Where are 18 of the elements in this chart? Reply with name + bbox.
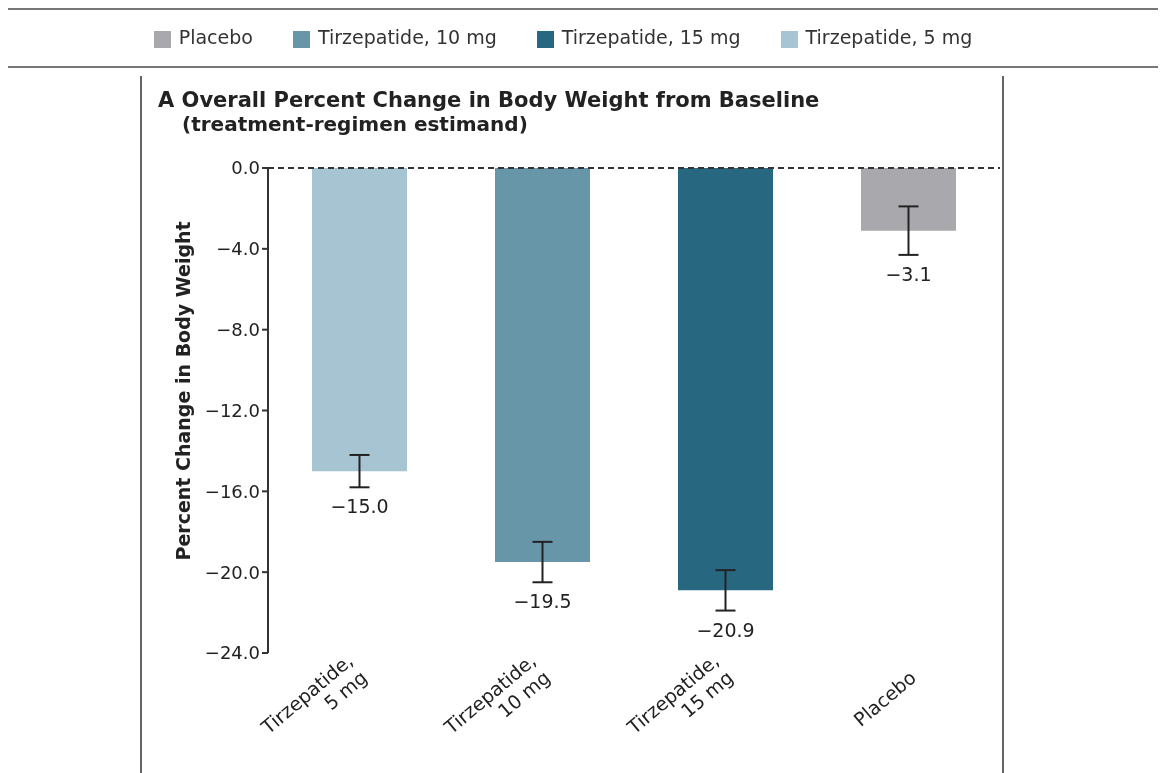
legend-label: Tirzepatide, 10 mg [317, 26, 497, 48]
chart-subtitle: (treatment-regimen estimand) [181, 112, 529, 136]
chart-title: A Overall Percent Change in Body Weight from Baseline [158, 88, 820, 112]
legend-label: Placebo [178, 26, 253, 48]
y-tick-label: −12.0 [204, 399, 260, 421]
data-label: −20.9 [696, 618, 755, 641]
y-tick-label: −24.0 [204, 642, 260, 664]
y-axis-title: Percent Change in Body Weight [171, 221, 194, 561]
y-tick-label: −8.0 [216, 319, 260, 341]
legend-label: Tirzepatide, 5 mg [805, 26, 973, 48]
y-tick-label: −4.0 [216, 238, 260, 260]
data-label: −3.1 [885, 262, 932, 285]
y-tick-label: −16.0 [204, 480, 260, 502]
y-tick-label: −20.0 [204, 561, 260, 583]
data-label: −19.5 [513, 590, 572, 613]
data-label: −15.0 [330, 495, 389, 518]
legend-label: Tirzepatide, 15 mg [561, 26, 741, 48]
y-tick-label: 0.0 [231, 157, 260, 179]
